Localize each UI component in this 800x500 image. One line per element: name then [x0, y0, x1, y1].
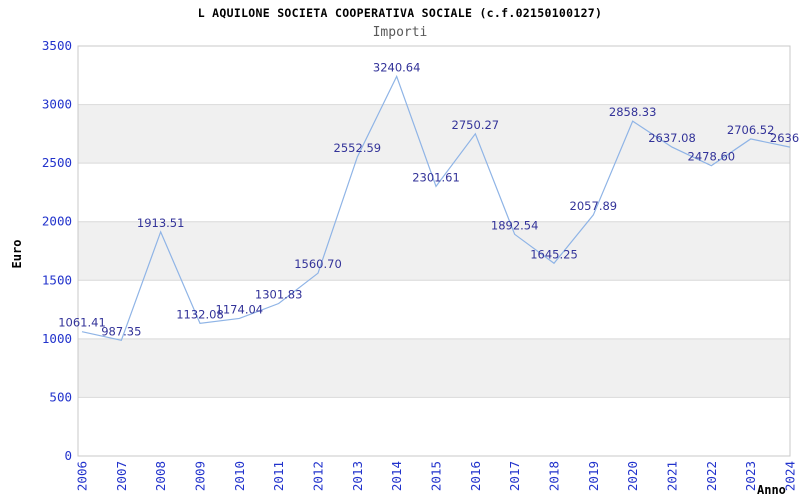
x-axis-title: Anno: [757, 483, 786, 497]
x-axis-tick-label: 2007: [114, 461, 129, 491]
data-line: [81, 74, 791, 342]
x-axis-tick-label: 2013: [350, 461, 365, 491]
x-axis-tick-label: 2010: [232, 461, 247, 491]
data-point-label: 1560.70: [294, 257, 342, 271]
data-point-label: 2706.52: [727, 123, 775, 137]
data-point-label: 2750.27: [452, 118, 500, 132]
x-axis-tick-label: 2011: [271, 461, 286, 491]
data-point-label: 2636.8: [770, 131, 800, 145]
x-axis-tick-label: 2014: [389, 461, 404, 491]
data-point-label: 2637.08: [648, 131, 696, 145]
y-axis-tick-label: 3500: [42, 38, 72, 53]
data-point-label: 2478.60: [688, 150, 736, 164]
x-axis-tick-label: 2006: [75, 461, 90, 491]
x-axis-tick-label: 2017: [507, 461, 522, 491]
x-axis-tick-label: 2019: [586, 461, 601, 491]
y-axis-tick-label: 1500: [42, 272, 72, 287]
y-axis-tick-label: 2500: [42, 155, 72, 170]
x-axis-tick-label: 2009: [193, 461, 208, 491]
data-point-label: 987.35: [101, 324, 141, 338]
plot-band: [78, 338, 790, 398]
y-axis-tick-label: 0: [64, 448, 72, 463]
x-axis-tick-label: 2021: [665, 461, 680, 491]
data-point-label: 3240.64: [373, 60, 421, 74]
data-point-label: 1645.25: [530, 247, 578, 261]
y-axis-tick-label: 1000: [42, 331, 72, 346]
x-axis-tick-label: 2015: [429, 461, 444, 491]
y-axis-tick-label: 500: [49, 389, 72, 404]
x-axis-tick-label: 2016: [468, 461, 483, 491]
data-point-label: 1174.04: [216, 302, 264, 316]
data-point-label: 2301.61: [412, 170, 460, 184]
y-axis-tick-label: 2000: [42, 214, 72, 229]
plot-band: [78, 104, 790, 164]
chart-title: L AQUILONE SOCIETA COOPERATIVA SOCIALE (…: [197, 6, 603, 20]
x-axis-tick-label: 2023: [743, 461, 758, 491]
data-point-label: 2858.33: [609, 105, 657, 119]
y-axis-tick-label: 3000: [42, 97, 72, 112]
plot-band: [78, 221, 790, 281]
x-axis-tick-label: 2008: [153, 461, 168, 491]
x-axis-tick-label: 2012: [311, 461, 326, 491]
data-point-label: 2552.59: [334, 141, 382, 155]
data-point-label: 1301.83: [255, 287, 303, 301]
data-point-label: 1061.41: [58, 316, 106, 330]
data-point-label: 2057.89: [570, 199, 618, 213]
plot-border: [77, 45, 791, 457]
x-axis-tick-label: 2020: [625, 461, 640, 491]
data-point-label: 1913.51: [137, 216, 185, 230]
data-point-label: 1892.54: [491, 218, 539, 232]
data-point-label: 1132.08: [176, 307, 224, 321]
x-axis-tick-label: 2018: [547, 461, 562, 491]
y-axis-title: Euro: [10, 239, 24, 269]
x-axis-tick-label: 2024: [783, 461, 798, 491]
chart-subtitle: Importi: [372, 25, 428, 40]
x-axis-tick-label: 2022: [704, 461, 719, 491]
